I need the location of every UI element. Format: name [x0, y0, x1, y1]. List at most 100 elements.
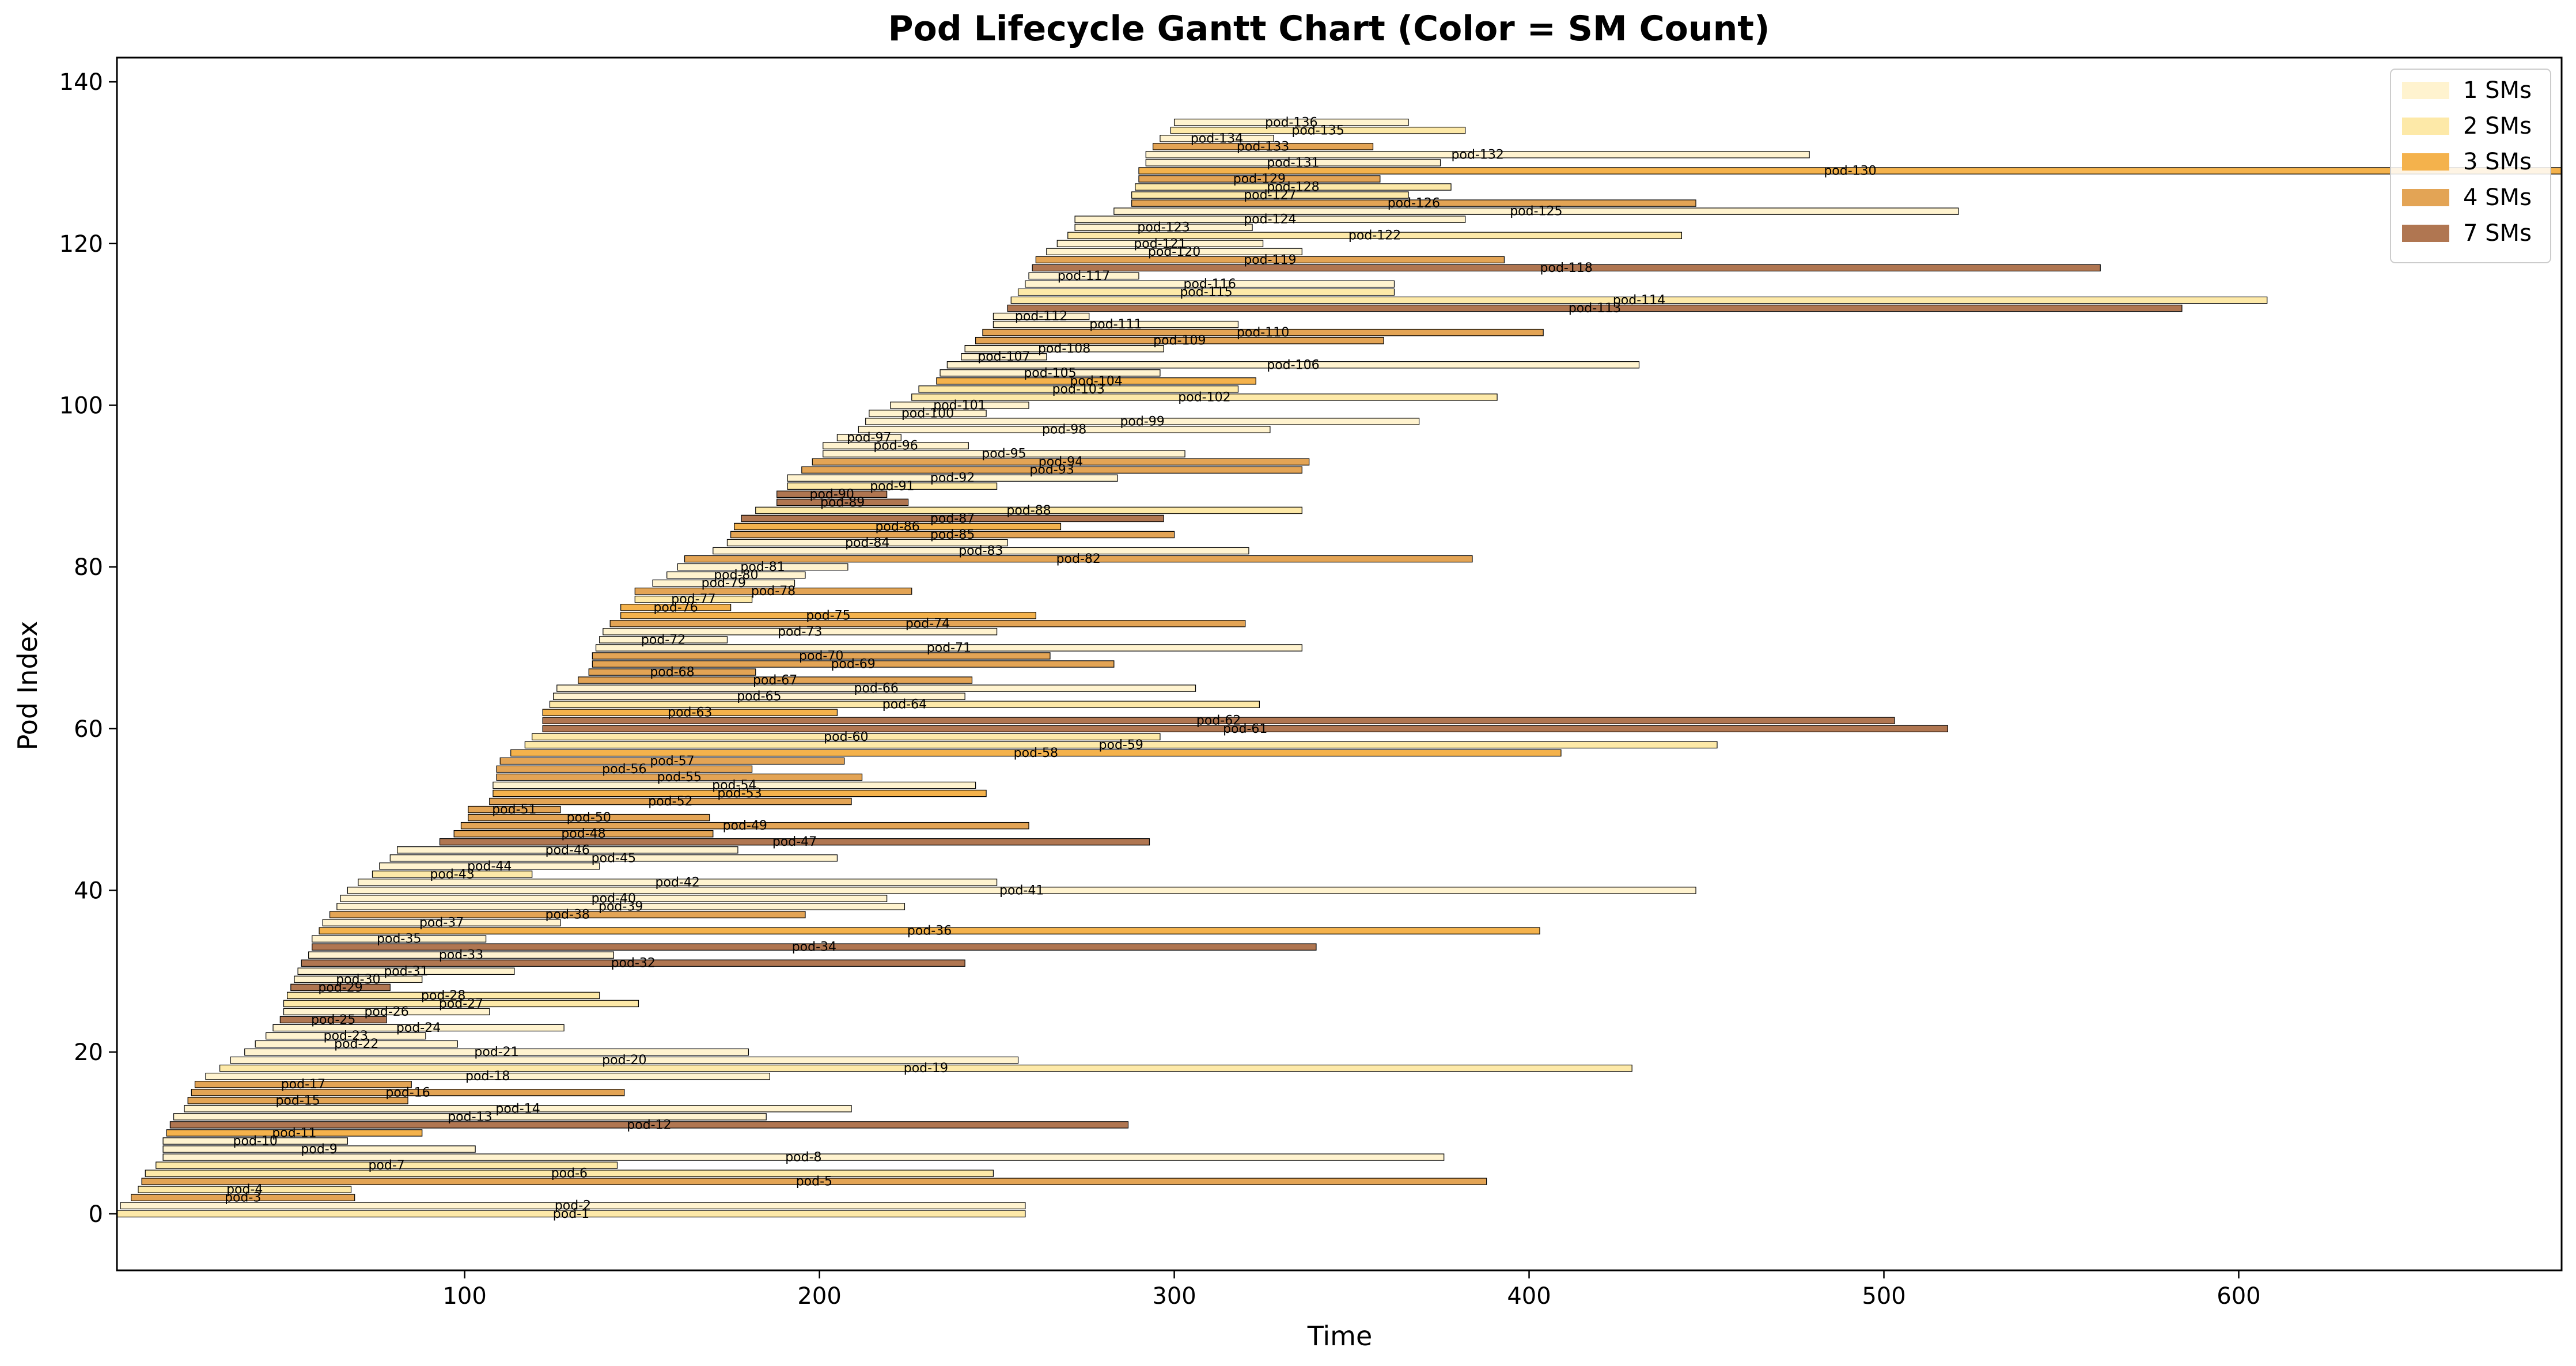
gantt-bar	[940, 369, 1161, 377]
gantt-bar	[460, 822, 1029, 830]
gantt-bar	[652, 579, 795, 587]
gantt-bar	[372, 871, 533, 878]
legend-swatch	[2402, 82, 2449, 99]
gantt-bar	[162, 1153, 1445, 1161]
gantt-bar	[677, 563, 848, 571]
gantt-bar	[468, 805, 561, 813]
bar-label: pod-123	[1137, 221, 1189, 235]
bar-label: pod-65	[737, 690, 781, 704]
bar-label: pod-73	[778, 625, 822, 639]
bar-label: pod-82	[1056, 552, 1101, 566]
x-tick-label: 500	[1862, 1283, 1906, 1310]
gantt-bar	[730, 531, 1175, 539]
gantt-bar	[493, 789, 987, 797]
bar-label: pod-50	[567, 811, 611, 825]
gantt-bar	[918, 385, 1239, 393]
bar-label: pod-88	[1006, 504, 1051, 518]
x-tick-label: 200	[797, 1283, 841, 1310]
bar-label: pod-49	[723, 819, 767, 833]
bar-label: pod-33	[439, 948, 483, 963]
y-tick-label: 40	[74, 877, 103, 904]
bar-label: pod-36	[907, 924, 952, 939]
bar-label: pod-17	[281, 1077, 325, 1092]
gantt-bar	[290, 983, 391, 992]
gantt-bar	[961, 353, 1047, 361]
gantt-bar	[946, 361, 1640, 369]
gantt-bar	[869, 410, 987, 417]
gantt-bar	[138, 1186, 352, 1193]
gantt-bar	[187, 1097, 408, 1104]
gantt-bar	[1017, 288, 1395, 296]
gantt-bar	[620, 612, 1036, 619]
bar-label: pod-108	[1038, 342, 1090, 356]
bar-label: pod-135	[1291, 123, 1344, 138]
gantt-bar	[489, 797, 852, 805]
gantt-bar	[1007, 304, 2183, 312]
bar-label: pod-12	[627, 1118, 671, 1132]
bar-label: pod-15	[275, 1093, 320, 1108]
gantt-bar	[329, 911, 806, 918]
gantt-bar	[1032, 264, 2101, 272]
bar-label: pod-84	[845, 536, 889, 550]
bar-label: pod-119	[1244, 253, 1296, 267]
bar-label: pod-120	[1148, 245, 1200, 259]
gantt-bar	[992, 312, 1090, 320]
gantt-bar	[169, 1121, 1129, 1129]
x-axis-label: Time	[1307, 1320, 1373, 1352]
axes-layer: 100 200 300 400 500 600 0 20 40 60 80 100 120 140	[59, 56, 2563, 1310]
gantt-bar	[823, 450, 1185, 457]
legend-label: 4 SMs	[2463, 184, 2532, 211]
gantt-bar	[255, 1040, 458, 1048]
bar-label: pod-121	[1134, 237, 1186, 251]
gantt-bar	[620, 604, 732, 611]
gantt-bar	[219, 1064, 1632, 1072]
gantt-bar	[542, 725, 1948, 732]
bar-label: pod-106	[1267, 358, 1319, 372]
gantt-bar	[858, 426, 1271, 433]
gantt-bar	[634, 596, 753, 603]
gantt-bar	[524, 741, 1718, 749]
bar-label: pod-34	[792, 940, 836, 955]
gantt-bar	[117, 1210, 1026, 1217]
gantt-bar	[542, 717, 1895, 724]
gantt-bar	[595, 644, 1302, 652]
gantt-bar	[1153, 143, 1374, 150]
gantt-bar	[1160, 135, 1274, 142]
y-tick-label: 140	[59, 69, 103, 96]
gantt-bar	[1138, 175, 1381, 183]
bar-label: pod-4	[226, 1183, 263, 1197]
gantt-bar	[322, 919, 561, 926]
gantt-bar	[319, 927, 1540, 934]
gantt-bar	[301, 959, 965, 967]
gantt-bar	[194, 1081, 412, 1088]
gantt-bar	[588, 668, 756, 676]
bar-label: pod-20	[602, 1053, 646, 1068]
bar-label: pod-61	[1223, 722, 1267, 736]
gantt-bar	[468, 813, 710, 822]
bar-label: pod-136	[1265, 115, 1317, 130]
bar-label: pod-16	[385, 1085, 430, 1100]
gantt-bar	[553, 693, 965, 700]
bar-label: pod-100	[901, 406, 954, 421]
bar-label: pod-131	[1267, 156, 1319, 170]
bar-label: pod-118	[1540, 261, 1593, 275]
bar-label: pod-39	[598, 900, 643, 914]
bar-label: pod-113	[1569, 301, 1621, 316]
gantt-bar	[666, 571, 806, 579]
gantt-bar	[1145, 151, 1810, 158]
bar-label: pod-21	[474, 1045, 518, 1059]
bar-label: pod-60	[824, 730, 868, 744]
legend-label: 7 SMs	[2463, 220, 2532, 247]
legend: 1 SMs 2 SMs 3 SMs 4 SMs 7 SMs	[2390, 69, 2551, 263]
bar-label: pod-83	[959, 544, 1003, 558]
gantt-bar	[776, 490, 888, 498]
bar-label: pod-35	[377, 932, 421, 947]
bar-label: pod-52	[648, 794, 692, 809]
gantt-bar	[244, 1048, 749, 1056]
gantt-bar	[453, 830, 714, 838]
bar-label: pod-92	[930, 471, 975, 486]
gantt-bar	[272, 1024, 565, 1032]
bar-label: pod-58	[1014, 746, 1058, 760]
gantt-bar	[911, 393, 1498, 401]
